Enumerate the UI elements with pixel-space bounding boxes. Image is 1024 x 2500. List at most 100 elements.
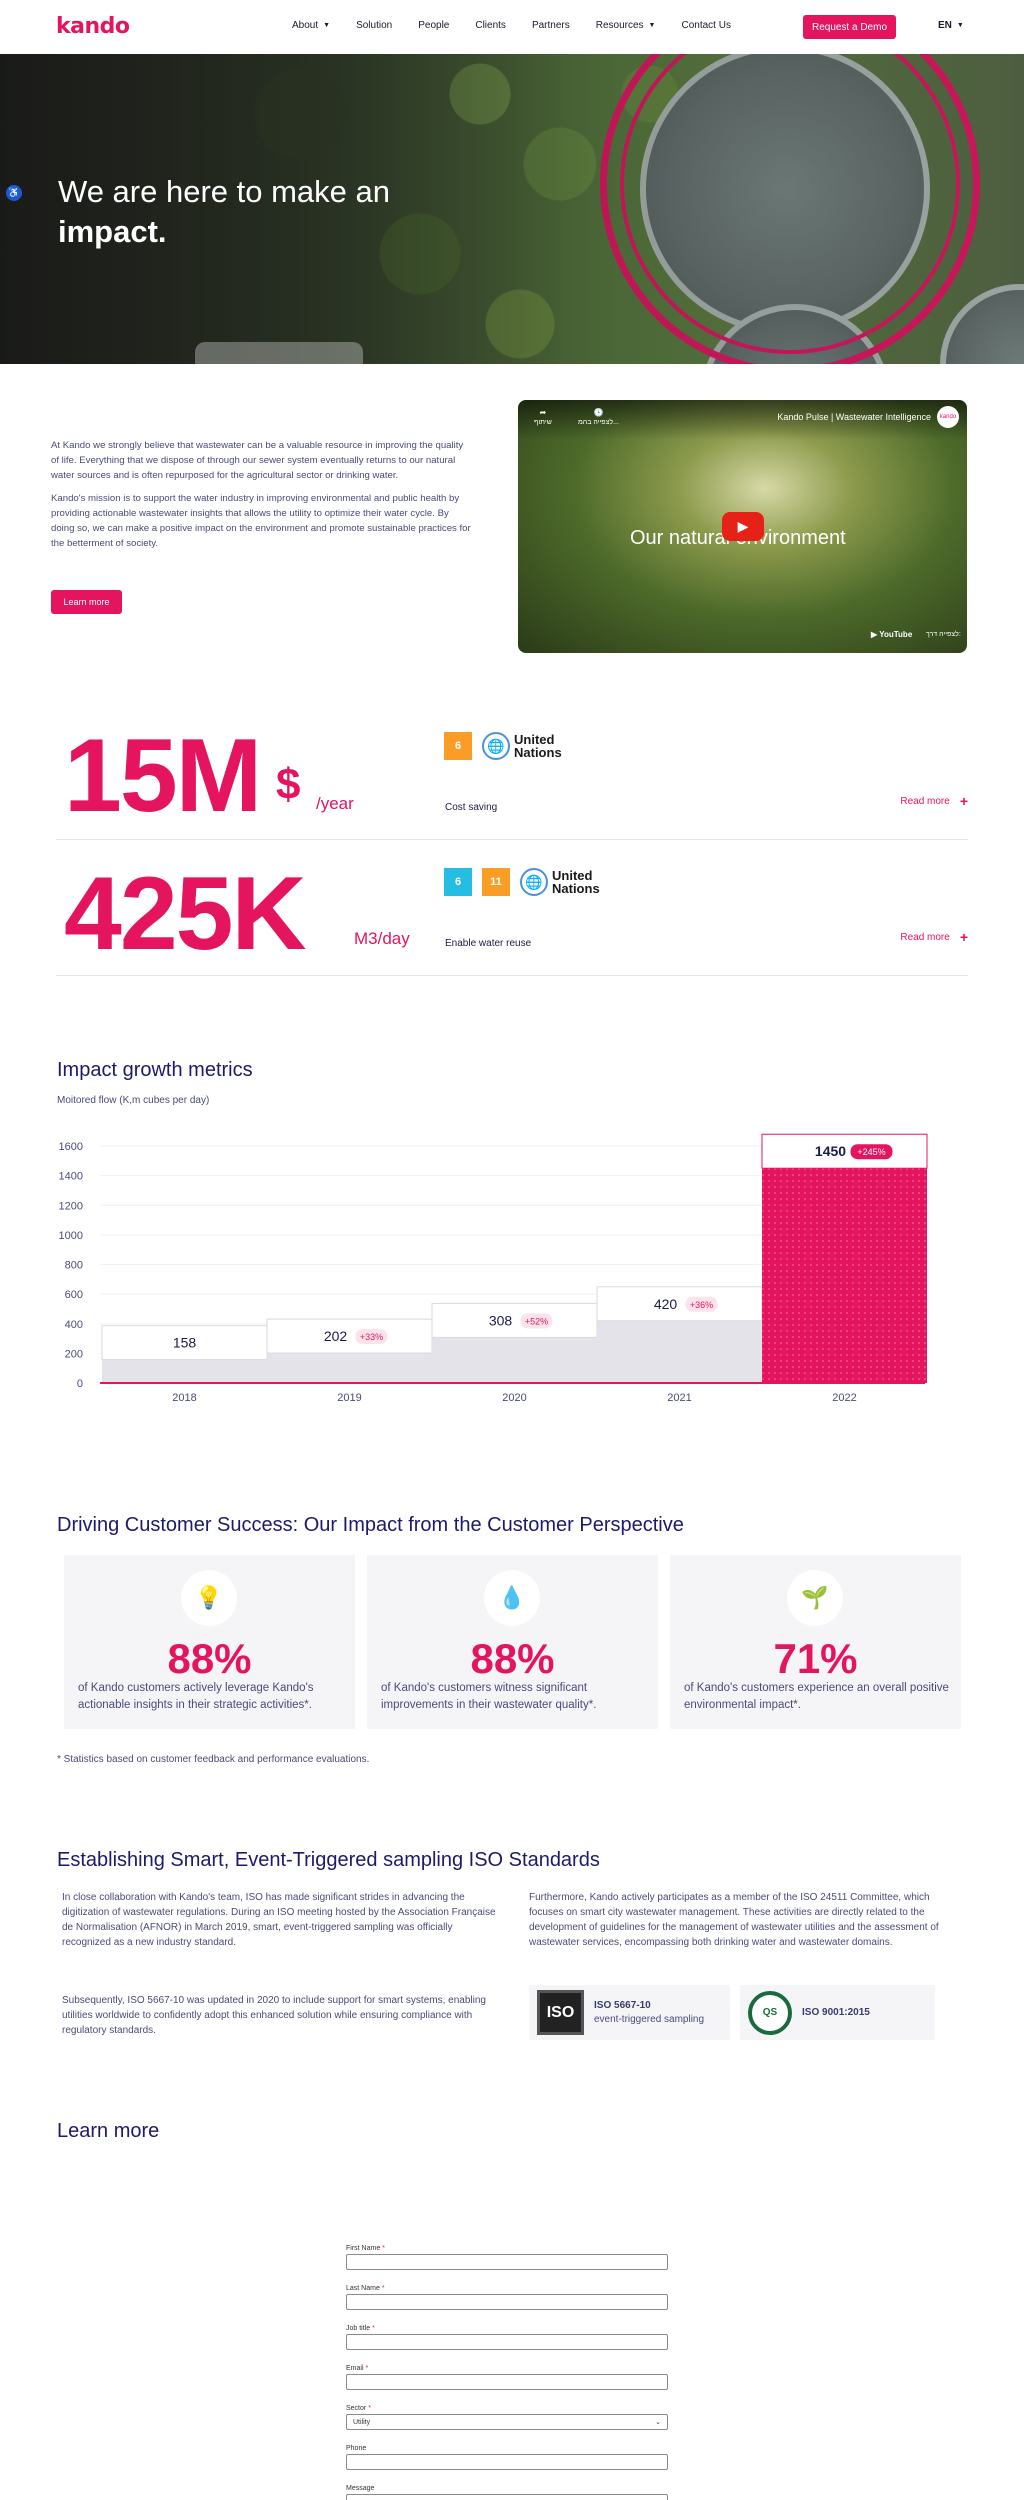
- job-title-label: Job title *: [346, 2325, 668, 2332]
- stat-card-text: of Kando's customers witness significant…: [381, 1682, 597, 1711]
- learn-more-title: Learn more: [57, 2120, 160, 2142]
- last-name-input[interactable]: [346, 2294, 668, 2310]
- chart-bar: [597, 1320, 762, 1383]
- accessibility-icon[interactable]: ♿: [6, 185, 22, 201]
- phone-label: Phone: [346, 2445, 668, 2452]
- message-field: Message: [346, 2485, 668, 2500]
- iso-section-title: Establishing Smart, Event-Triggered samp…: [57, 1849, 600, 1871]
- impact-growth-chart: 0 200 400 600 800 1000 1200 1400 1600 158 2018 202 +…: [59, 1133, 928, 1404]
- language-selector[interactable]: EN ▼: [938, 20, 964, 31]
- cert-name: ISO 9001:2015: [802, 2007, 870, 2018]
- y-tick-label: 600: [65, 1289, 83, 1301]
- cert-description: event-triggered sampling: [594, 2014, 705, 2025]
- chevron-down-icon: ⌄: [655, 2419, 661, 2426]
- hero-tab-shape: [195, 342, 363, 364]
- chevron-down-icon: ▼: [956, 22, 964, 29]
- stat-caption: Enable water reuse: [445, 938, 532, 949]
- language-label: EN: [938, 20, 952, 31]
- stat-card-text: of Kando's customers experience an overa…: [684, 1682, 949, 1711]
- stat-card: 🌱 71% of Kando's customers experience an…: [670, 1555, 961, 1729]
- x-tick-label: 2019: [337, 1392, 361, 1404]
- bar-label-panel: [761, 1133, 928, 1169]
- chart-section-title: Impact growth metrics: [57, 1059, 253, 1081]
- watch-later-label: לצפייה בהמ...: [578, 419, 619, 426]
- bar-value-label: 1450: [815, 1143, 846, 1159]
- about-learn-more-button[interactable]: Learn more: [51, 590, 122, 614]
- contact-form: First Name * Last Name * Job title * Ema…: [346, 2245, 668, 2500]
- video-player[interactable]: ➦ שיתוף 🕓 לצפייה בהמ... Kando Pulse | Wast…: [518, 400, 967, 653]
- sector-select[interactable]: Utility ⌄: [346, 2414, 668, 2430]
- un-globe-icon: 🌐: [520, 868, 548, 896]
- hero-banner: We are here to make an impact. ♿: [0, 54, 1024, 364]
- message-input[interactable]: [346, 2494, 668, 2500]
- nav-about[interactable]: About ▼: [292, 20, 330, 31]
- about-paragraph-1: At Kando we strongly believe that wastew…: [51, 440, 464, 481]
- chart-bar: [267, 1353, 432, 1383]
- first-name-label: First Name *: [346, 2245, 668, 2252]
- stat-value: 15M: [64, 718, 262, 834]
- channel-avatar[interactable]: kando: [937, 406, 959, 428]
- watch-later-button[interactable]: 🕓 לצפייה בהמ...: [578, 408, 619, 426]
- plus-icon: +: [959, 929, 968, 945]
- un-globe-icon: 🌐: [482, 732, 510, 760]
- y-tick-label: 400: [65, 1319, 83, 1331]
- stat-cost-saving: 15M $ /year 6 🌐 United Nations Cost savi…: [56, 710, 968, 840]
- message-label: Message: [346, 2485, 668, 2492]
- read-more-label: Read more: [900, 795, 950, 807]
- request-demo-button[interactable]: Request a Demo: [803, 15, 896, 39]
- chart-bar: [762, 1168, 927, 1383]
- hero-title-line2: impact.: [58, 214, 167, 249]
- nav-resources[interactable]: Resources ▼: [596, 20, 656, 31]
- nav-partners[interactable]: Partners: [532, 20, 570, 31]
- sprout-icon: 🌱: [787, 1570, 843, 1626]
- stat-unit: /year: [316, 794, 354, 813]
- bar-value-label: 202: [324, 1328, 348, 1344]
- stat-caption: Cost saving: [445, 802, 498, 813]
- video-title[interactable]: Kando Pulse | Wastewater Intelligence: [777, 412, 931, 422]
- stat-card: 💡 88% of Kando customers actively levera…: [64, 1555, 355, 1729]
- nav-clients[interactable]: Clients: [475, 20, 506, 31]
- bar-value-label: 158: [173, 1335, 197, 1351]
- growth-badge-label: +245%: [857, 1147, 885, 1157]
- kando-logo[interactable]: kando: [56, 14, 130, 39]
- required-marker: *: [372, 2325, 375, 2332]
- sdg-badge-icon: 6: [444, 868, 472, 896]
- growth-badge-label: +52%: [525, 1316, 548, 1326]
- sdg-badges: 6 11 🌐 United Nations: [444, 868, 600, 896]
- play-icon[interactable]: ▶: [722, 512, 764, 541]
- y-tick-label: 0: [77, 1378, 83, 1390]
- iso-5667-certificate: ISO ISO 5667-10 event-triggered sampling: [529, 1985, 730, 2040]
- x-tick-label: 2021: [667, 1392, 691, 1404]
- un-label: United Nations: [514, 732, 562, 760]
- share-button[interactable]: ➦ שיתוף: [534, 408, 552, 426]
- required-marker: *: [368, 2405, 371, 2412]
- main-nav: About ▼ Solution People Clients Partners …: [292, 20, 757, 31]
- youtube-logo[interactable]: ▶ YouTube: [871, 630, 913, 639]
- required-marker: *: [381, 2285, 385, 2292]
- phone-field: Phone: [346, 2445, 668, 2485]
- first-name-input[interactable]: [346, 2254, 668, 2270]
- stat-card: 💧 88% of Kando's customers witness signi…: [367, 1555, 658, 1729]
- about-text: At Kando we strongly believe that wastew…: [51, 438, 471, 559]
- field-label-text: First Name: [346, 2245, 381, 2252]
- email-field: Email *: [346, 2365, 668, 2405]
- hero-overlay: [0, 54, 1024, 364]
- nav-solution[interactable]: Solution: [356, 20, 392, 31]
- read-more-link[interactable]: Read more +: [900, 793, 968, 809]
- stat-card-text: of Kando customers actively leverage Kan…: [78, 1682, 314, 1711]
- field-label-text: Sector: [346, 2405, 367, 2412]
- field-label-text: Email: [346, 2365, 364, 2372]
- nav-people[interactable]: People: [418, 20, 449, 31]
- about-paragraph-2: Kando's mission is to support the water …: [51, 493, 471, 549]
- phone-input[interactable]: [346, 2454, 668, 2470]
- email-input[interactable]: [346, 2374, 668, 2390]
- cert-name: ISO 5667-10: [594, 2000, 651, 2011]
- nav-resources-label: Resources: [595, 20, 644, 31]
- read-more-link[interactable]: Read more +: [900, 929, 968, 945]
- statistics-footnote: * Statistics based on customer feedback …: [57, 1754, 370, 1765]
- cert-text: ISO 5667-10 event-triggered sampling: [594, 2000, 704, 2025]
- job-title-input[interactable]: [346, 2334, 668, 2350]
- water-drop-icon: 💧: [484, 1570, 540, 1626]
- nav-contact[interactable]: Contact Us: [681, 20, 730, 31]
- un-label: United Nations: [552, 868, 600, 896]
